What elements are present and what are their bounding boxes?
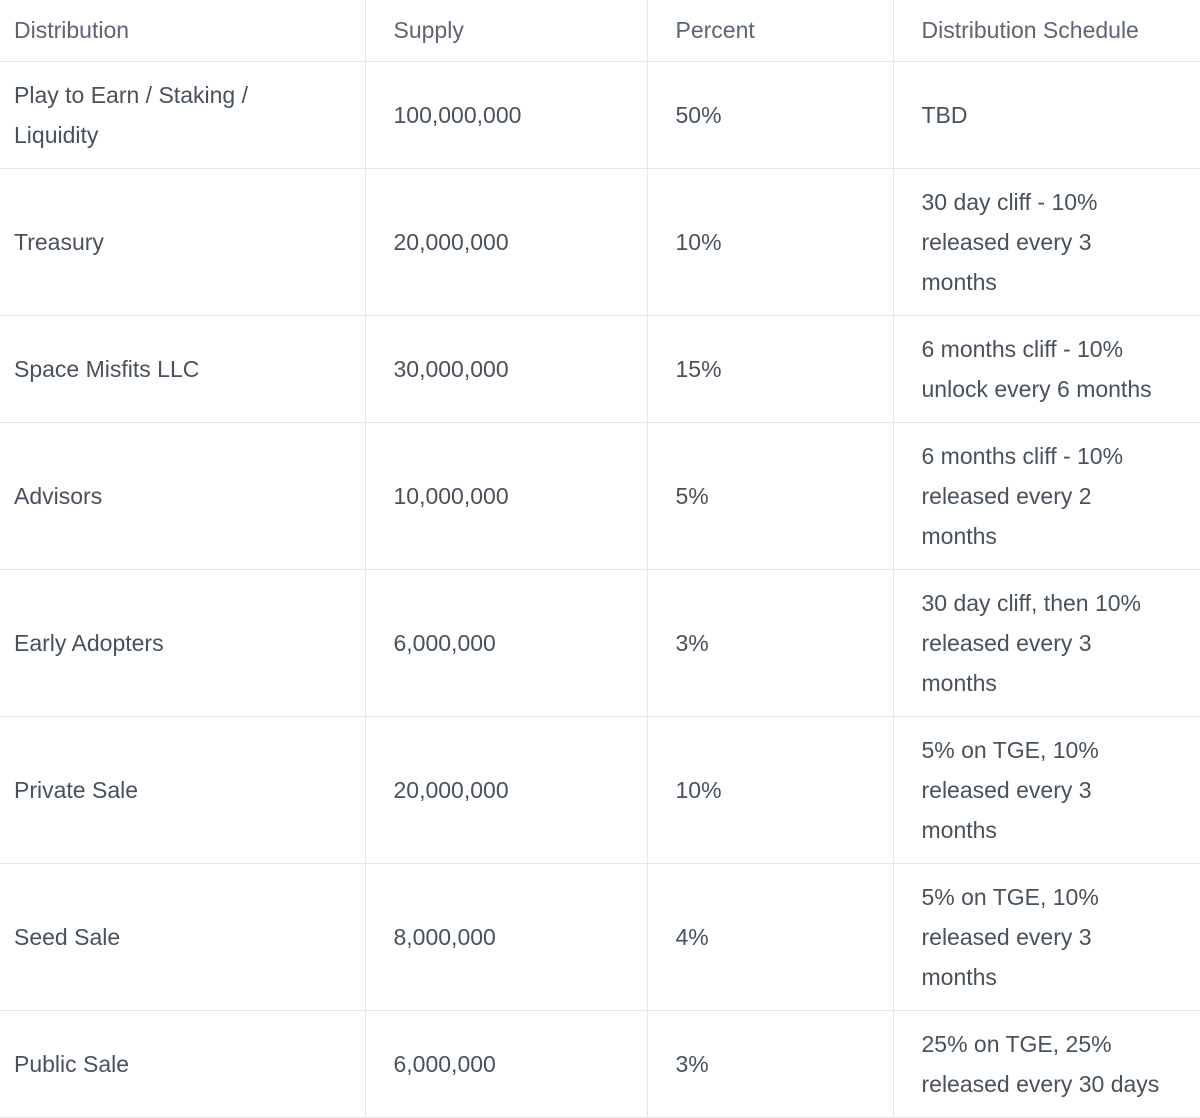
cell-percent: 3%	[647, 569, 894, 717]
column-header-distribution-schedule: Distribution Schedule	[893, 0, 1200, 62]
column-header-distribution: Distribution	[0, 0, 366, 62]
cell-supply: 20,000,000	[365, 716, 648, 864]
cell-supply: 8,000,000	[365, 863, 648, 1011]
cell-distribution: Treasury	[0, 168, 366, 316]
cell-percent: 3%	[647, 1010, 894, 1118]
table-body: Play to Earn / Staking / Liquidity 100,00…	[0, 61, 1200, 1118]
table-header: Distribution Supply Percent Distribution…	[0, 0, 1200, 62]
cell-schedule: TBD	[893, 61, 1200, 169]
cell-percent: 10%	[647, 168, 894, 316]
cell-schedule: 5% on TGE, 10% released every 3 months	[893, 716, 1200, 864]
table-row: Private Sale 20,000,000 10% 5% on TGE, 10% …	[0, 716, 1200, 864]
table-row: Treasury 20,000,000 10% 30 day cliff - 10% …	[0, 168, 1200, 316]
cell-schedule: 25% on TGE, 25% released every 30 days	[893, 1010, 1200, 1118]
table-row: Seed Sale 8,000,000 4% 5% on TGE, 10% relea…	[0, 863, 1200, 1011]
cell-schedule: 5% on TGE, 10% released every 3 months	[893, 863, 1200, 1011]
table-row: Space Misfits LLC 30,000,000 15% 6 months c…	[0, 315, 1200, 423]
header-row: Distribution Supply Percent Distribution…	[0, 0, 1200, 62]
cell-supply: 100,000,000	[365, 61, 648, 169]
cell-schedule: 6 months cliff - 10% unlock every 6 mont…	[893, 315, 1200, 423]
table-row: Advisors 10,000,000 5% 6 months cliff - 10%…	[0, 422, 1200, 570]
cell-percent: 5%	[647, 422, 894, 570]
cell-supply: 6,000,000	[365, 1010, 648, 1118]
cell-distribution: Space Misfits LLC	[0, 315, 366, 423]
cell-supply: 6,000,000	[365, 569, 648, 717]
cell-schedule: 30 day cliff - 10% released every 3 mont…	[893, 168, 1200, 316]
cell-percent: 10%	[647, 716, 894, 864]
cell-supply: 20,000,000	[365, 168, 648, 316]
cell-supply: 30,000,000	[365, 315, 648, 423]
table-row: Early Adopters 6,000,000 3% 30 day cliff, t…	[0, 569, 1200, 717]
cell-schedule: 30 day cliff, then 10% released every 3 …	[893, 569, 1200, 717]
cell-distribution: Advisors	[0, 422, 366, 570]
cell-distribution: Early Adopters	[0, 569, 366, 717]
cell-percent: 50%	[647, 61, 894, 169]
table-row: Play to Earn / Staking / Liquidity 100,00…	[0, 61, 1200, 169]
cell-supply: 10,000,000	[365, 422, 648, 570]
column-header-supply: Supply	[365, 0, 648, 62]
table-row: Public Sale 6,000,000 3% 25% on TGE, 25% re…	[0, 1010, 1200, 1118]
cell-distribution: Play to Earn / Staking / Liquidity	[0, 61, 366, 169]
cell-schedule: 6 months cliff - 10% released every 2 mo…	[893, 422, 1200, 570]
cell-distribution: Private Sale	[0, 716, 366, 864]
cell-percent: 15%	[647, 315, 894, 423]
cell-distribution: Public Sale	[0, 1010, 366, 1118]
cell-percent: 4%	[647, 863, 894, 1011]
cell-distribution: Seed Sale	[0, 863, 366, 1011]
column-header-percent: Percent	[647, 0, 894, 62]
